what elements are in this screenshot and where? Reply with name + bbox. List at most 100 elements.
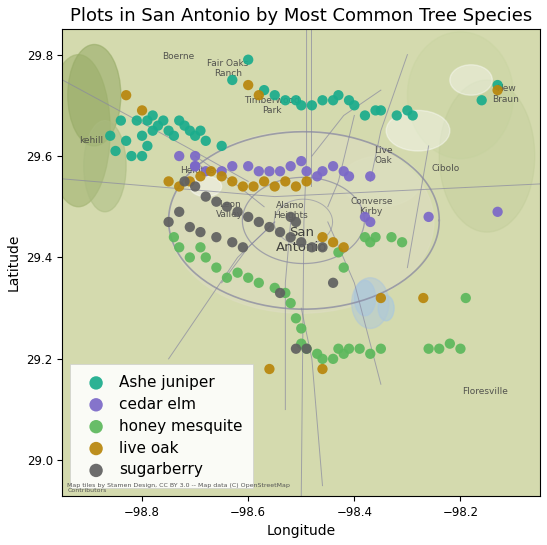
cedar elm (366, 172, 375, 181)
sugarberry (286, 213, 295, 221)
cedar elm (276, 167, 284, 175)
Ashe juniper (408, 111, 417, 120)
Ashe juniper (260, 86, 269, 94)
honey mesquite (244, 274, 253, 282)
live oak (196, 172, 205, 181)
honey mesquite (371, 233, 380, 241)
honey mesquite (254, 278, 263, 287)
Ashe juniper (478, 96, 486, 105)
live oak (493, 86, 502, 94)
live oak (185, 177, 194, 186)
Ashe juniper (345, 96, 353, 105)
Ellipse shape (341, 156, 421, 207)
Ellipse shape (352, 278, 389, 329)
sugarberry (223, 202, 231, 211)
honey mesquite (339, 349, 348, 358)
Text: kehill: kehill (80, 136, 104, 146)
cedar elm (313, 172, 322, 181)
sugarberry (196, 228, 205, 237)
honey mesquite (170, 233, 178, 241)
honey mesquite (196, 243, 205, 252)
sugarberry (307, 243, 316, 252)
sugarberry (329, 278, 337, 287)
sugarberry (191, 182, 200, 191)
honey mesquite (339, 263, 348, 272)
live oak (138, 106, 147, 115)
honey mesquite (223, 274, 231, 282)
honey mesquite (398, 238, 406, 246)
cedar elm (191, 162, 200, 171)
Ashe juniper (148, 111, 157, 120)
live oak (254, 91, 263, 100)
cedar elm (254, 167, 263, 175)
cedar elm (297, 157, 306, 166)
honey mesquite (313, 349, 322, 358)
live oak (419, 294, 428, 302)
Text: Boerne: Boerne (162, 52, 194, 60)
live oak (175, 182, 184, 191)
Ashe juniper (143, 116, 152, 125)
cedar elm (366, 217, 375, 226)
live oak (228, 177, 237, 186)
live oak (302, 177, 311, 186)
sugarberry (228, 238, 237, 246)
Ashe juniper (180, 121, 189, 130)
Ashe juniper (360, 111, 369, 120)
Ashe juniper (111, 147, 120, 155)
Ashe juniper (143, 142, 152, 150)
Ashe juniper (117, 116, 125, 125)
Text: Fair Oaks
Ranch: Fair Oaks Ranch (207, 59, 249, 78)
sugarberry (201, 192, 210, 201)
Ellipse shape (378, 295, 394, 321)
Ashe juniper (196, 126, 205, 135)
X-axis label: Longitude: Longitude (267, 524, 336, 538)
Y-axis label: Latitude: Latitude (7, 234, 21, 291)
live oak (339, 243, 348, 252)
Text: Live
Oak: Live Oak (374, 146, 393, 165)
cedar elm (329, 162, 337, 171)
cedar elm (493, 208, 502, 216)
Ashe juniper (201, 136, 210, 145)
Ashe juniper (350, 101, 359, 110)
live oak (281, 177, 290, 186)
cedar elm (424, 213, 433, 221)
Ashe juniper (185, 126, 194, 135)
sugarberry (244, 213, 253, 221)
live oak (122, 91, 131, 100)
Ashe juniper (270, 91, 279, 100)
honey mesquite (456, 344, 465, 353)
Ashe juniper (191, 131, 200, 140)
honey mesquite (387, 233, 396, 241)
Ellipse shape (386, 111, 450, 151)
Text: Leon
Valley: Leon Valley (216, 199, 243, 219)
cedar elm (339, 167, 348, 175)
honey mesquite (334, 248, 343, 257)
sugarberry (238, 243, 247, 252)
honey mesquite (281, 289, 290, 298)
honey mesquite (334, 344, 343, 353)
live oak (244, 81, 253, 89)
Ellipse shape (190, 177, 222, 197)
honey mesquite (297, 324, 306, 333)
live oak (217, 172, 226, 181)
Text: Cibolo: Cibolo (432, 164, 459, 173)
Ashe juniper (159, 116, 168, 125)
live oak (238, 182, 247, 191)
live oak (329, 238, 337, 246)
Text: Timberwood
Park: Timberwood Park (243, 95, 299, 115)
honey mesquite (376, 344, 385, 353)
honey mesquite (366, 238, 375, 246)
honey mesquite (286, 299, 295, 307)
honey mesquite (435, 344, 444, 353)
honey mesquite (345, 344, 353, 353)
Ashe juniper (376, 106, 385, 115)
cedar elm (360, 213, 369, 221)
cedar elm (201, 167, 210, 175)
Ashe juniper (122, 136, 131, 145)
live oak (318, 365, 327, 373)
Ellipse shape (84, 120, 126, 212)
honey mesquite (424, 344, 433, 353)
Ellipse shape (354, 280, 376, 316)
honey mesquite (175, 243, 184, 252)
sugarberry (185, 223, 194, 232)
